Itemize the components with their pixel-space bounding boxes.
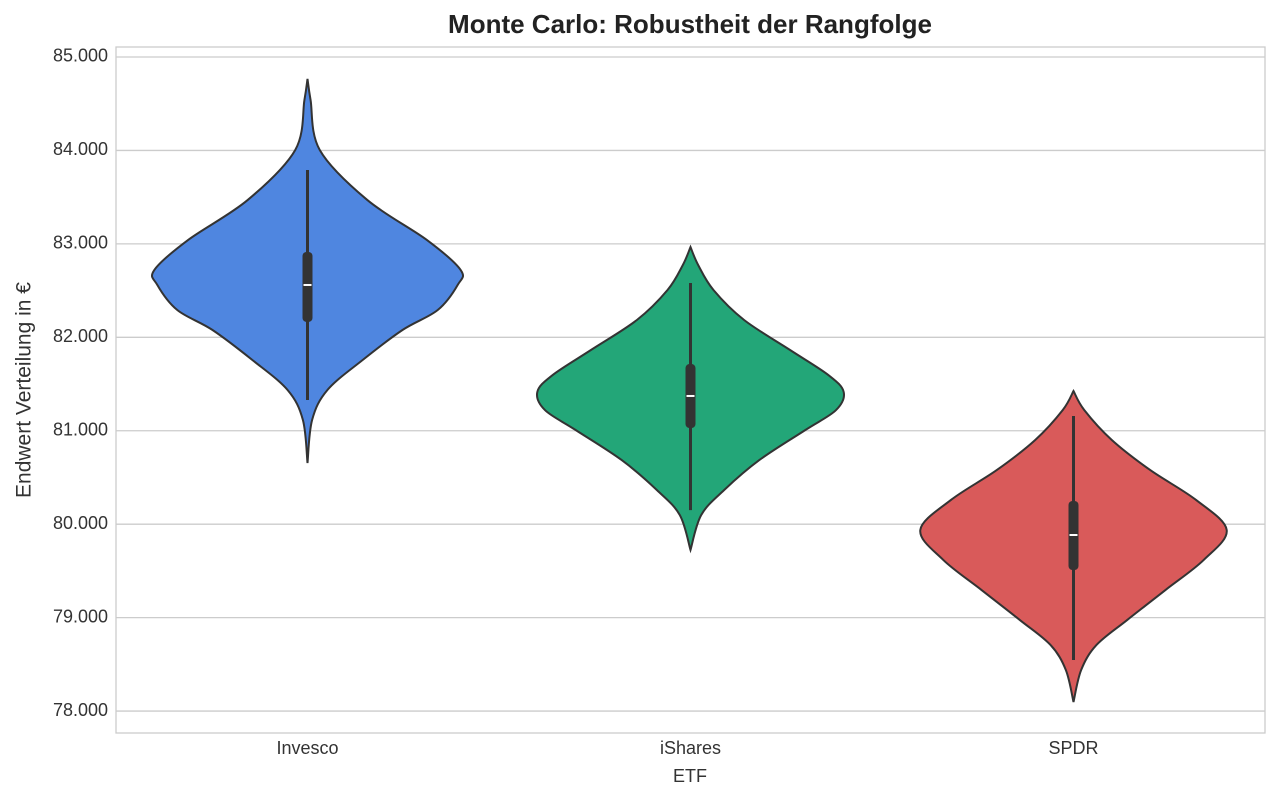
y-tick-label: 82.000 — [53, 326, 108, 346]
x-tick-label: iShares — [660, 738, 721, 758]
x-axis-label: ETF — [673, 766, 707, 786]
y-tick-label: 81.000 — [53, 419, 108, 439]
y-tick-label: 79.000 — [53, 606, 108, 626]
x-tick-label: Invesco — [276, 738, 338, 758]
y-tick-label: 83.000 — [53, 233, 108, 253]
chart-title: Monte Carlo: Robustheit der Rangfolge — [448, 9, 932, 39]
plot-frame — [115, 46, 1266, 734]
y-tick-label: 84.000 — [53, 139, 108, 159]
x-tick-label: SPDR — [1048, 738, 1098, 758]
y-tick-label: 80.000 — [53, 513, 108, 533]
y-axis-label: Endwert Verteilung in € — [13, 282, 36, 498]
y-tick-label: 85.000 — [53, 46, 108, 66]
y-tick-label: 78.000 — [53, 700, 108, 720]
iqr-box — [302, 251, 313, 322]
